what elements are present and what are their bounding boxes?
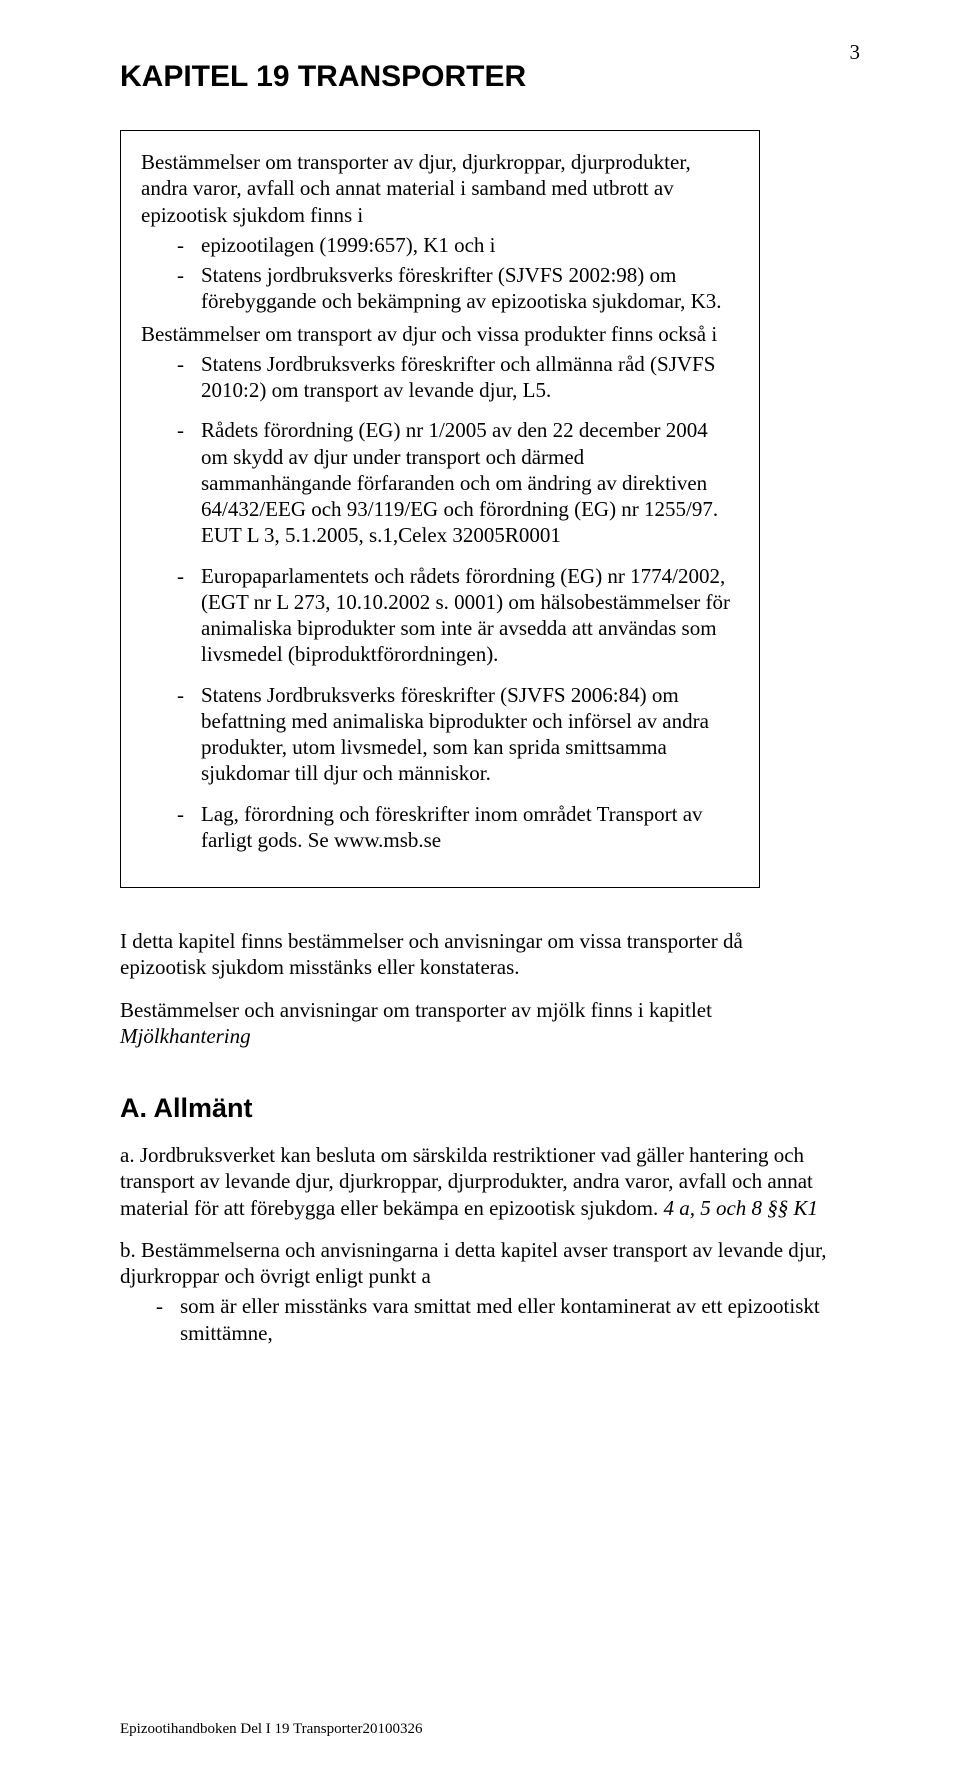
chapter-title: KAPITEL 19 TRANSPORTER: [120, 60, 860, 94]
after-box-p2a: Bestämmelser och anvisningar om transpor…: [120, 998, 712, 1022]
list-item: Rådets förordning (EG) nr 1/2005 av den …: [177, 417, 739, 548]
list-item: Lag, förordning och föreskrifter inom om…: [177, 801, 739, 854]
box-list-2: Statens Jordbruksverks föreskrifter och …: [141, 351, 739, 853]
after-box-p2b-italic: Mjölkhantering: [120, 1024, 251, 1048]
after-box-p2: Bestämmelser och anvisningar om transpor…: [120, 997, 760, 1050]
list-item: Europaparlamentets och rådets förordning…: [177, 563, 739, 668]
section-a-pb-list: som är eller misstänks vara smittat med …: [120, 1293, 860, 1346]
page: 3 KAPITEL 19 TRANSPORTER Bestämmelser om…: [0, 0, 960, 1778]
box-list-1: epizootilagen (1999:657), K1 och i State…: [141, 232, 739, 315]
list-item: som är eller misstänks vara smittat med …: [156, 1293, 860, 1346]
after-box-p1: I detta kapitel finns bestämmelser och a…: [120, 928, 760, 981]
section-a-title: A. Allmänt: [120, 1093, 860, 1124]
section-a-pb: b. Bestämmelserna och anvisningarna i de…: [120, 1237, 860, 1290]
page-footer: Epizootihandboken Del I 19 Transporter20…: [120, 1721, 422, 1738]
page-number: 3: [850, 40, 861, 65]
list-item: Statens Jordbruksverks föreskrifter och …: [177, 351, 739, 404]
section-a-pa: a. Jordbruksverket kan besluta om särski…: [120, 1142, 860, 1221]
after-box-block: I detta kapitel finns bestämmelser och a…: [120, 928, 760, 1049]
list-item: epizootilagen (1999:657), K1 och i: [177, 232, 739, 258]
list-item: Statens jordbruksverks föreskrifter (SJV…: [177, 262, 739, 315]
box-mid: Bestämmelser om transport av djur och vi…: [141, 321, 739, 347]
box-intro: Bestämmelser om transporter av djur, dju…: [141, 149, 739, 228]
regulations-box: Bestämmelser om transporter av djur, dju…: [120, 130, 760, 888]
section-a-body: a. Jordbruksverket kan besluta om särski…: [120, 1142, 860, 1346]
list-item: Statens Jordbruksverks föreskrifter (SJV…: [177, 682, 739, 787]
section-a-pa-ref: 4 a, 5 och 8 §§ K1: [663, 1196, 818, 1220]
